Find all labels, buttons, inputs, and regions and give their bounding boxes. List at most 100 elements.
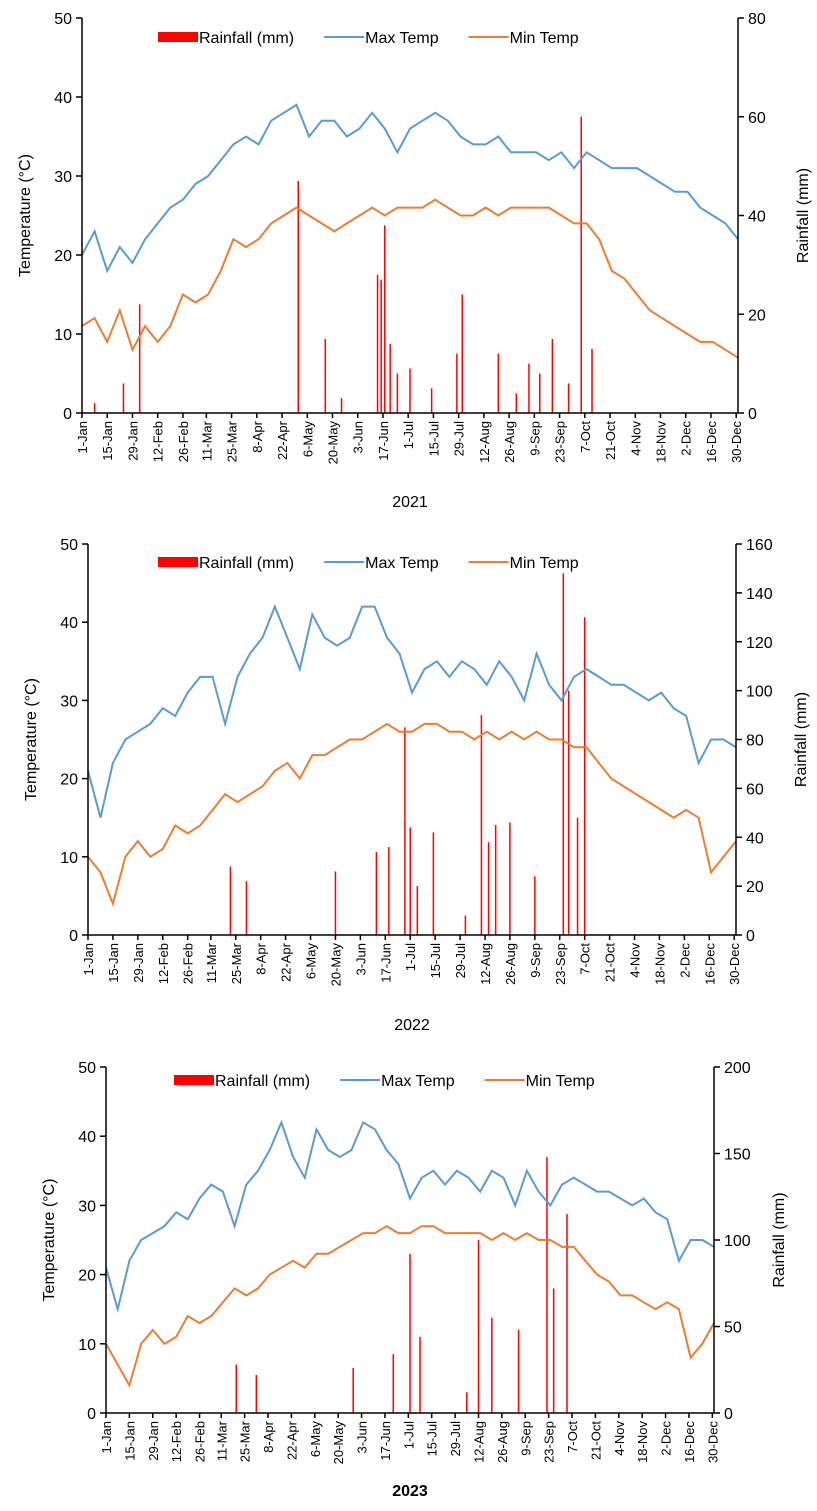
- y-tick-label: 50: [54, 11, 72, 28]
- legend-label: Min Temp: [526, 1073, 595, 1090]
- rain-bar: [477, 1240, 480, 1413]
- x-tick-label: 9-Sep: [527, 421, 542, 456]
- x-tick-label: 12-Feb: [151, 421, 166, 462]
- x-tick-label: 25-Mar: [238, 1420, 253, 1462]
- x-tick-label: 1-Jan: [99, 1421, 114, 1454]
- y2-tick-label: 20: [746, 879, 764, 896]
- x-tick-label: 29-Jan: [125, 421, 140, 461]
- x-tick-label: 2-Dec: [679, 421, 694, 456]
- rain-bar: [419, 1336, 421, 1413]
- rain-bar: [528, 363, 530, 413]
- x-tick-label: 16-Dec: [702, 943, 717, 985]
- x-tick-label: 12-Feb: [169, 1421, 184, 1462]
- rain-bar: [376, 274, 379, 413]
- temp-line: [105, 1225, 715, 1388]
- y-tick-label: 40: [78, 1129, 96, 1146]
- x-tick-label: 6-May: [300, 421, 315, 458]
- x-tick-label: 20-May: [326, 421, 341, 465]
- x-tick-label: 1-Jul: [401, 1421, 416, 1449]
- x-tick-label: 1-Jan: [75, 421, 90, 454]
- rain-bar: [464, 915, 467, 935]
- rain-bar: [416, 886, 419, 935]
- x-tick-label: 12-Aug: [478, 943, 493, 985]
- rain-bar: [546, 1156, 548, 1413]
- y-tick-label: 0: [69, 928, 78, 945]
- y-tick-label: 10: [54, 327, 72, 344]
- rain-bar: [334, 871, 337, 935]
- y-tick-label: 20: [60, 772, 78, 789]
- rain-bar: [562, 573, 565, 935]
- x-axis-title: 2022: [394, 1017, 430, 1034]
- rain-bar: [380, 279, 382, 413]
- y2-axis-title: Rainfall (mm): [795, 168, 812, 263]
- x-tick-label: 8-Apr: [250, 420, 265, 452]
- rain-bar: [456, 353, 458, 413]
- x-tick-label: 7-Oct: [565, 1421, 580, 1453]
- temp-line: [81, 103, 739, 274]
- rain-bar: [591, 348, 593, 413]
- x-tick-label: 25-Mar: [229, 942, 244, 984]
- legend-label: Rainfall (mm): [215, 1073, 310, 1090]
- legend-label: Rainfall (mm): [199, 30, 294, 47]
- legend-label: Min Temp: [510, 555, 579, 572]
- x-tick-label: 15-Jan: [100, 421, 115, 461]
- rain-bar: [566, 1214, 568, 1413]
- legend-label: Max Temp: [381, 1073, 455, 1090]
- rain-bar: [245, 881, 248, 935]
- x-tick-label: 1-Jan: [81, 943, 96, 976]
- x-tick-label: 7-Oct: [578, 421, 593, 453]
- y2-tick-label: 20: [748, 307, 766, 324]
- x-tick-label: 26-Aug: [495, 1421, 510, 1463]
- y-tick-label: 20: [78, 1268, 96, 1285]
- x-tick-label: 2-Dec: [659, 1421, 674, 1456]
- legend-label: Min Temp: [510, 30, 579, 47]
- rain-bar: [494, 825, 497, 935]
- y2-tick-label: 80: [746, 733, 764, 750]
- x-tick-label: 17-Jun: [378, 943, 393, 983]
- x-tick-label: 8-Apr: [254, 942, 269, 974]
- temp-line: [87, 603, 737, 818]
- x-tick-label: 21-Oct: [603, 943, 618, 982]
- rain-bar: [432, 832, 435, 935]
- temp-line: [81, 198, 739, 359]
- y-tick-label: 40: [54, 90, 72, 107]
- x-tick-label: 1-Jul: [403, 943, 418, 971]
- x-tick-label: 29-Jan: [131, 943, 146, 983]
- y-tick-label: 10: [78, 1337, 96, 1354]
- legend-label: Max Temp: [365, 555, 439, 572]
- chart: 0 10 20 30 40 50 0 20 40 60 80 1-Jan 15-Jan 29-Jan 12-…: [17, 11, 812, 511]
- y2-tick-label: 200: [724, 1060, 751, 1077]
- legend-label: Max Temp: [365, 30, 439, 47]
- rain-bar: [580, 116, 582, 413]
- x-tick-label: 1-Jul: [401, 421, 416, 449]
- y2-tick-label: 60: [748, 110, 766, 127]
- rain-bar: [567, 383, 570, 413]
- x-tick-label: 17-Jun: [376, 421, 391, 461]
- x-tick-label: 3-Jun: [353, 943, 368, 976]
- y2-tick-label: 50: [724, 1320, 742, 1337]
- y2-tick-label: 40: [746, 830, 764, 847]
- rain-bar: [487, 842, 490, 935]
- rain-bar: [461, 294, 464, 413]
- legend-label: Rainfall (mm): [199, 555, 294, 572]
- x-tick-label: 22-Apr: [279, 942, 294, 982]
- rain-bar: [122, 383, 125, 413]
- rain-bar: [384, 225, 386, 413]
- rain-bar: [480, 715, 483, 935]
- x-tick-label: 26-Aug: [502, 421, 517, 463]
- x-tick-label: 23-Sep: [542, 1421, 557, 1463]
- x-tick-label: 9-Sep: [528, 943, 543, 978]
- x-tick-label: 6-May: [308, 1421, 323, 1458]
- y-tick-label: 40: [60, 615, 78, 632]
- x-tick-label: 25-Mar: [225, 420, 240, 462]
- y-tick-label: 30: [78, 1198, 96, 1215]
- x-tick-label: 18-Nov: [654, 421, 669, 463]
- legend-swatch: [158, 32, 198, 42]
- rain-bar: [138, 304, 141, 413]
- rain-bar: [235, 1364, 238, 1413]
- rain-bar: [396, 373, 399, 413]
- rain-bar: [497, 353, 500, 413]
- y-axis-title: Temperature (°C): [17, 154, 34, 277]
- x-tick-label: 16-Dec: [704, 421, 719, 463]
